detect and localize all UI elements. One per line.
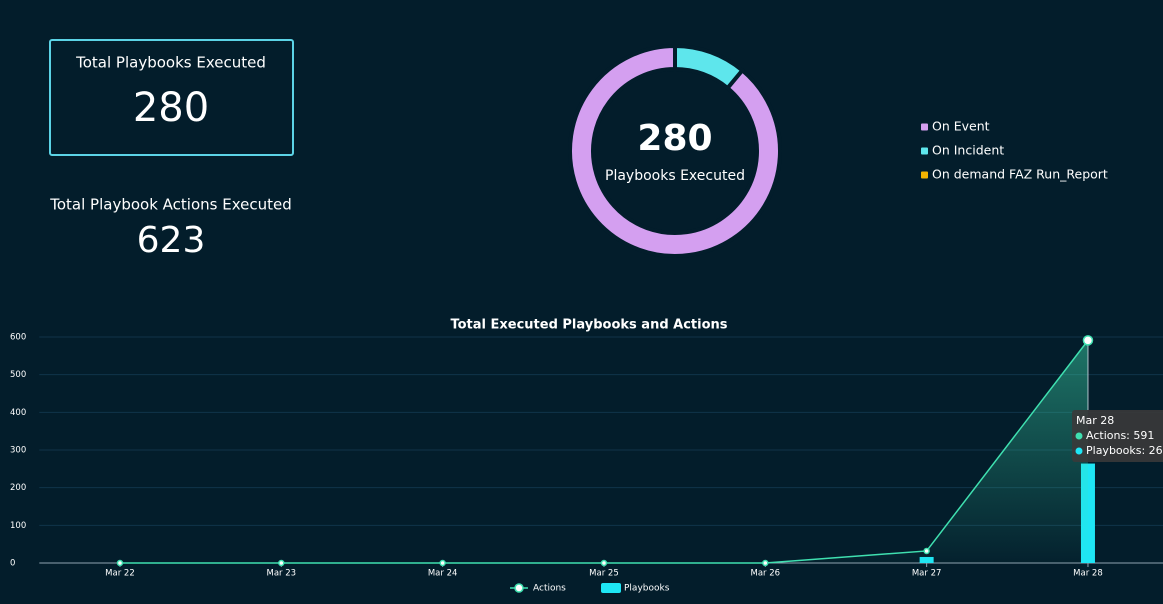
line-point: [923, 547, 930, 555]
x-tick-label: Mar 25: [589, 569, 619, 579]
line-point: [278, 559, 285, 567]
kpi-value: 623: [137, 220, 206, 261]
legend-swatch: [921, 123, 928, 131]
x-tick-label: Mar 23: [267, 569, 297, 579]
tooltip-dot: [1075, 432, 1083, 440]
legend-label: Actions: [533, 584, 566, 594]
legend-label: Playbooks: [624, 584, 670, 594]
tooltip-box: [1072, 410, 1163, 462]
line-point: [1082, 335, 1094, 346]
y-tick-label: 500: [10, 370, 26, 380]
legend-label: On Event: [932, 119, 990, 134]
kpi-card: [49, 39, 294, 156]
donut-center-value: 280: [637, 118, 712, 159]
legend-label: On Incident: [932, 143, 1004, 158]
legend-label: On demand FAZ Run_Report: [932, 167, 1108, 182]
donut-slice: [568, 43, 782, 258]
y-tick-label: 300: [10, 446, 26, 456]
y-tick-label: 0: [10, 559, 15, 569]
combo-chart: Total Executed Playbooks and Actions 0 100…: [10, 318, 1163, 594]
kpi-value: 280: [133, 85, 209, 131]
donut-chart: 280 Playbooks Executed On Event On Incident…: [568, 43, 1108, 258]
x-tick-label: Mar 22: [105, 569, 135, 579]
line-point: [116, 559, 124, 567]
x-tick-label: Mar 28: [1073, 569, 1103, 579]
x-tick-label: Mar 24: [428, 569, 458, 579]
kpi-label: Total Playbooks Executed: [75, 54, 266, 72]
legend-swatch: [921, 171, 928, 179]
line-area: [119, 340, 1088, 563]
legend-marker: [514, 583, 524, 593]
y-tick-label: 100: [10, 521, 26, 531]
y-tick-label: 600: [10, 333, 26, 343]
x-tick-label: Mar 27: [912, 569, 942, 579]
line-point: [439, 559, 446, 567]
y-tick-label: 200: [10, 483, 26, 493]
chart-title: Total Executed Playbooks and Actions: [450, 318, 727, 333]
line-point: [762, 559, 769, 567]
tooltip-item: Playbooks: 264: [1086, 444, 1163, 457]
donut-center-label: Playbooks Executed: [605, 168, 745, 184]
tooltip-item: Actions: 591: [1086, 429, 1154, 442]
line-point: [600, 559, 608, 567]
donut-slice: [673, 43, 746, 91]
tooltip-dot: [1075, 447, 1083, 455]
legend-swatch: [921, 147, 928, 155]
x-tick-label: Mar 26: [751, 569, 781, 579]
kpi-label: Total Playbook Actions Executed: [49, 196, 291, 214]
legend-swatch: [601, 583, 621, 593]
y-tick-label: 400: [10, 408, 26, 418]
tooltip: Mar 28 Actions: 591 Playbooks: 264: [1072, 410, 1163, 462]
tooltip-title: Mar 28: [1076, 414, 1114, 427]
